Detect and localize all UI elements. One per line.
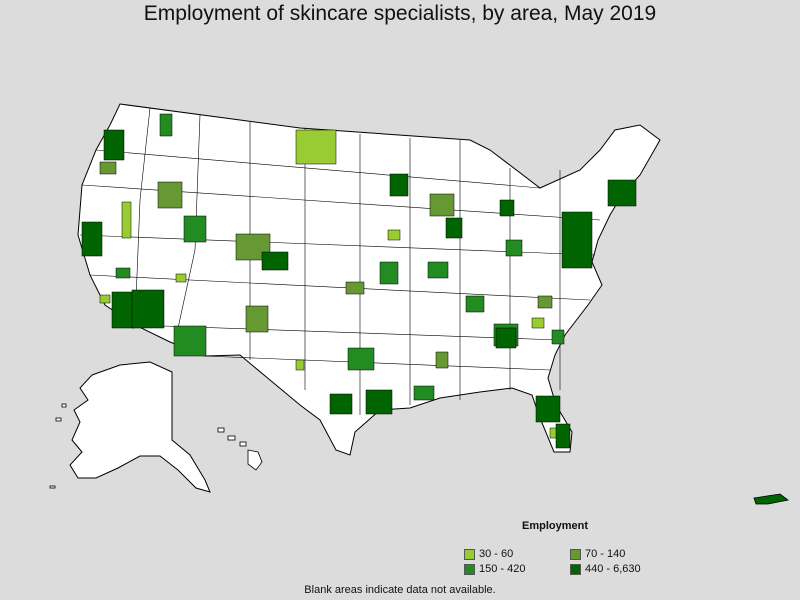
us-mainland-region[interactable] <box>77 103 661 456</box>
metro-area[interactable] <box>175 273 187 283</box>
map-title: Employment of skincare specialists, by a… <box>143 2 657 25</box>
legend: Employment 30 - 60 70 - 140 150 - 420 44… <box>464 520 664 575</box>
metro-area[interactable] <box>157 181 183 209</box>
legend-label: 150 - 420 <box>479 563 526 575</box>
metro-area[interactable] <box>183 215 207 243</box>
metro-area[interactable] <box>261 251 289 271</box>
metro-area[interactable] <box>103 129 125 161</box>
legend-item: 70 - 140 <box>570 548 664 560</box>
metro-area[interactable] <box>81 221 103 257</box>
metro-area[interactable] <box>505 239 523 257</box>
metro-area[interactable] <box>111 291 135 329</box>
metro-area[interactable] <box>465 295 485 313</box>
metro-area[interactable] <box>445 217 463 239</box>
metro-area[interactable] <box>551 329 565 345</box>
metro-area[interactable] <box>121 201 132 239</box>
legend-item: 440 - 6,630 <box>570 563 664 575</box>
metro-area[interactable] <box>173 325 207 357</box>
metro-area[interactable] <box>329 393 353 415</box>
legend-swatch <box>570 548 581 560</box>
metro-area[interactable] <box>295 129 337 165</box>
legend-item: 30 - 60 <box>464 548 570 560</box>
metro-area[interactable] <box>429 193 455 217</box>
metro-area[interactable] <box>535 395 561 423</box>
metro-area[interactable] <box>345 281 365 295</box>
metro-area[interactable] <box>537 295 553 309</box>
metro-area[interactable] <box>413 385 435 401</box>
legend-title: Employment <box>522 520 589 532</box>
metro-area[interactable] <box>99 161 117 175</box>
metro-area[interactable] <box>561 211 593 269</box>
puerto-rico-region[interactable] <box>753 493 789 505</box>
metro-area[interactable] <box>115 267 131 279</box>
legend-swatch <box>464 563 475 575</box>
hawaii-islands[interactable] <box>217 427 263 471</box>
legend-item: 150 - 420 <box>464 563 570 575</box>
metro-area[interactable] <box>531 317 545 329</box>
metro-area[interactable] <box>387 229 401 241</box>
metro-area[interactable] <box>295 359 305 371</box>
legend-label: 30 - 60 <box>479 548 514 560</box>
metro-area[interactable] <box>435 351 449 369</box>
metro-area[interactable] <box>389 173 409 197</box>
legend-label: 440 - 6,630 <box>585 563 641 575</box>
legend-swatch <box>464 548 475 560</box>
alaska-region[interactable] <box>69 361 211 493</box>
metro-area[interactable] <box>347 347 375 371</box>
metro-area[interactable] <box>99 294 111 304</box>
metro-area[interactable] <box>159 113 173 137</box>
legend-swatch <box>570 563 581 575</box>
metro-area[interactable] <box>245 305 269 333</box>
alaska-islands <box>49 403 67 489</box>
metro-area[interactable] <box>379 261 399 285</box>
metro-areas-shaded <box>81 113 637 449</box>
metro-area[interactable] <box>427 261 449 279</box>
metro-area[interactable] <box>495 327 517 349</box>
metro-area[interactable] <box>555 423 571 449</box>
metro-area[interactable] <box>499 199 515 217</box>
metro-area[interactable] <box>131 289 165 329</box>
metro-area[interactable] <box>365 389 393 415</box>
footnote: Blank areas indicate data not available. <box>304 584 496 596</box>
legend-label: 70 - 140 <box>585 548 626 560</box>
metro-area[interactable] <box>607 179 637 207</box>
